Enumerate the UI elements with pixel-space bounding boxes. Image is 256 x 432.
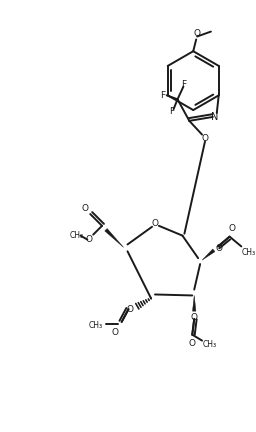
Text: O: O [152,219,158,229]
Text: F: F [181,80,186,89]
Text: O: O [111,328,118,337]
Text: F: F [160,91,165,100]
Text: O: O [86,235,93,244]
Text: O: O [191,312,198,321]
Text: O: O [194,29,201,38]
Text: O: O [189,339,196,348]
Text: N: N [211,112,218,122]
Polygon shape [202,249,215,260]
Text: CH₃: CH₃ [89,321,103,330]
Text: CH₃: CH₃ [203,340,217,349]
Text: O: O [127,305,134,314]
Polygon shape [193,295,196,311]
Text: CH₃: CH₃ [69,231,83,240]
Polygon shape [105,229,124,248]
Text: CH₃: CH₃ [242,248,256,257]
Text: O: O [201,134,208,143]
Text: O: O [229,224,236,233]
Text: O: O [215,244,222,253]
Text: F: F [169,107,174,115]
Text: O: O [82,203,89,213]
